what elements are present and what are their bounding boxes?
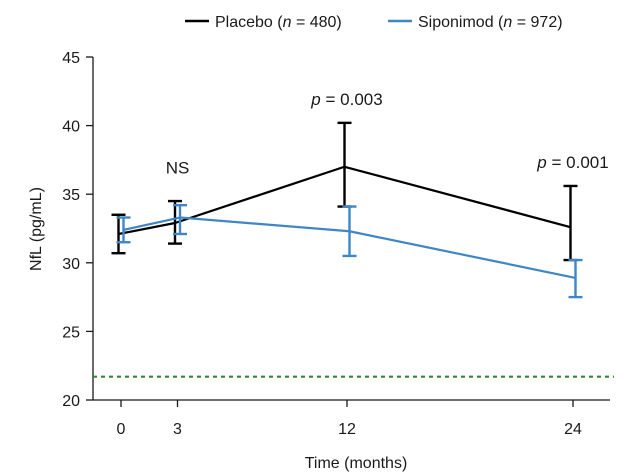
error-bar (569, 260, 583, 297)
legend-label: Placebo (n = 480) (215, 14, 342, 31)
y-tick-label: 30 (62, 256, 80, 273)
x-tick-label: 3 (173, 421, 182, 438)
annotation-p: p (310, 90, 320, 109)
y-tick-label: 40 (62, 119, 80, 136)
annotation-value: = 0.001 (547, 153, 609, 172)
x-axis-label: Time (months) (305, 455, 408, 472)
x-tick-label: 12 (338, 421, 356, 438)
y-tick-label: 45 (62, 50, 80, 67)
legend-item: Siponimod (n = 972) (388, 14, 563, 31)
series-placebo (112, 123, 578, 260)
y-axis-label: NfL (pg/mL) (28, 187, 45, 271)
annotation: p = 0.003 (310, 90, 382, 109)
legend-item: Placebo (n = 480) (185, 14, 342, 31)
legend-label: Siponimod (n = 972) (418, 14, 563, 31)
error-bar (338, 123, 352, 207)
y-tick-label: 20 (62, 393, 80, 410)
annotation-p: p (536, 153, 546, 172)
annotation-value: = 0.003 (321, 90, 383, 109)
y-tick-label: 35 (62, 187, 80, 204)
x-tick-label: 24 (564, 421, 582, 438)
legend: Placebo (n = 480) Siponimod (n = 972) (185, 14, 563, 31)
annotation: p = 0.001 (536, 153, 608, 172)
series-siponimod (117, 205, 583, 297)
error-bar (564, 186, 578, 260)
y-tick-label: 25 (62, 324, 80, 341)
annotation: NS (166, 159, 190, 178)
x-tick-label: 0 (117, 421, 126, 438)
series-layer (112, 123, 583, 297)
